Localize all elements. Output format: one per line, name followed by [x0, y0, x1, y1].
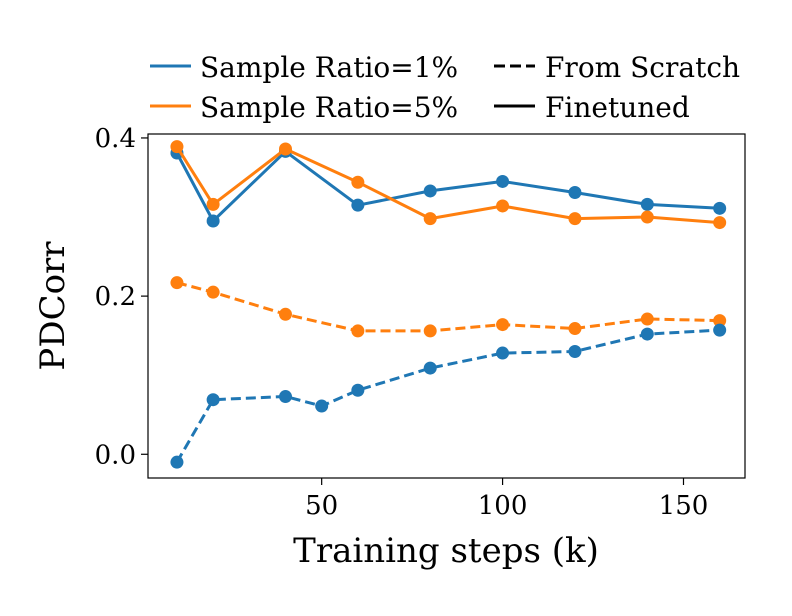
data-point: [640, 312, 654, 326]
data-point: [568, 212, 582, 226]
data-point: [170, 455, 184, 469]
data-point: [278, 142, 292, 156]
y-tick-label: 0.2: [95, 282, 136, 312]
data-point: [423, 361, 437, 375]
data-point: [206, 214, 220, 228]
data-point: [568, 344, 582, 358]
data-point: [278, 390, 292, 404]
data-point: [640, 327, 654, 341]
data-point: [496, 199, 510, 213]
data-point: [351, 383, 365, 397]
data-point: [713, 216, 727, 230]
data-point: [496, 346, 510, 360]
x-tick-label: 100: [478, 491, 528, 521]
data-point: [351, 324, 365, 338]
series-line: [175, 145, 720, 225]
x-tick-label: 50: [305, 491, 338, 521]
data-point: [423, 184, 437, 198]
data-point: [640, 210, 654, 224]
plot-area: [147, 133, 746, 479]
legend-label-from-scratch: From Scratch: [545, 51, 740, 84]
data-point: [568, 322, 582, 336]
axis-ticks: 50 100 150 0.0 0.2 0.4: [95, 124, 709, 521]
data-point: [713, 323, 727, 337]
series-layer: [170, 140, 727, 469]
data-point: [351, 175, 365, 189]
data-point: [278, 307, 292, 321]
data-point: [170, 140, 184, 154]
data-point: [713, 201, 727, 215]
data-point: [170, 276, 184, 290]
legend-label-ratio-1: Sample Ratio=1%: [200, 51, 458, 84]
data-point: [315, 399, 329, 413]
data-point: [496, 318, 510, 332]
data-point: [206, 393, 220, 407]
data-point: [206, 285, 220, 299]
x-axis-label: Training steps (k): [293, 531, 599, 571]
data-point: [496, 174, 510, 188]
data-point: [423, 324, 437, 338]
legend-label-ratio-5: Sample Ratio=5%: [200, 91, 458, 124]
x-tick-label: 150: [659, 491, 709, 521]
y-tick-label: 0.4: [95, 124, 136, 154]
legend: Sample Ratio=1% Sample Ratio=5% From Scr…: [150, 51, 740, 124]
series-line: [175, 149, 720, 223]
data-point: [206, 197, 220, 211]
series-line: [175, 328, 720, 463]
y-axis-label: PDCorr: [33, 241, 73, 371]
series-line: [176, 281, 720, 333]
y-tick-label: 0.0: [95, 440, 136, 470]
data-point: [640, 197, 654, 211]
data-point: [568, 186, 582, 200]
data-point: [713, 314, 727, 328]
legend-label-finetuned: Finetuned: [545, 91, 690, 124]
data-point: [423, 212, 437, 226]
data-point: [351, 198, 365, 212]
